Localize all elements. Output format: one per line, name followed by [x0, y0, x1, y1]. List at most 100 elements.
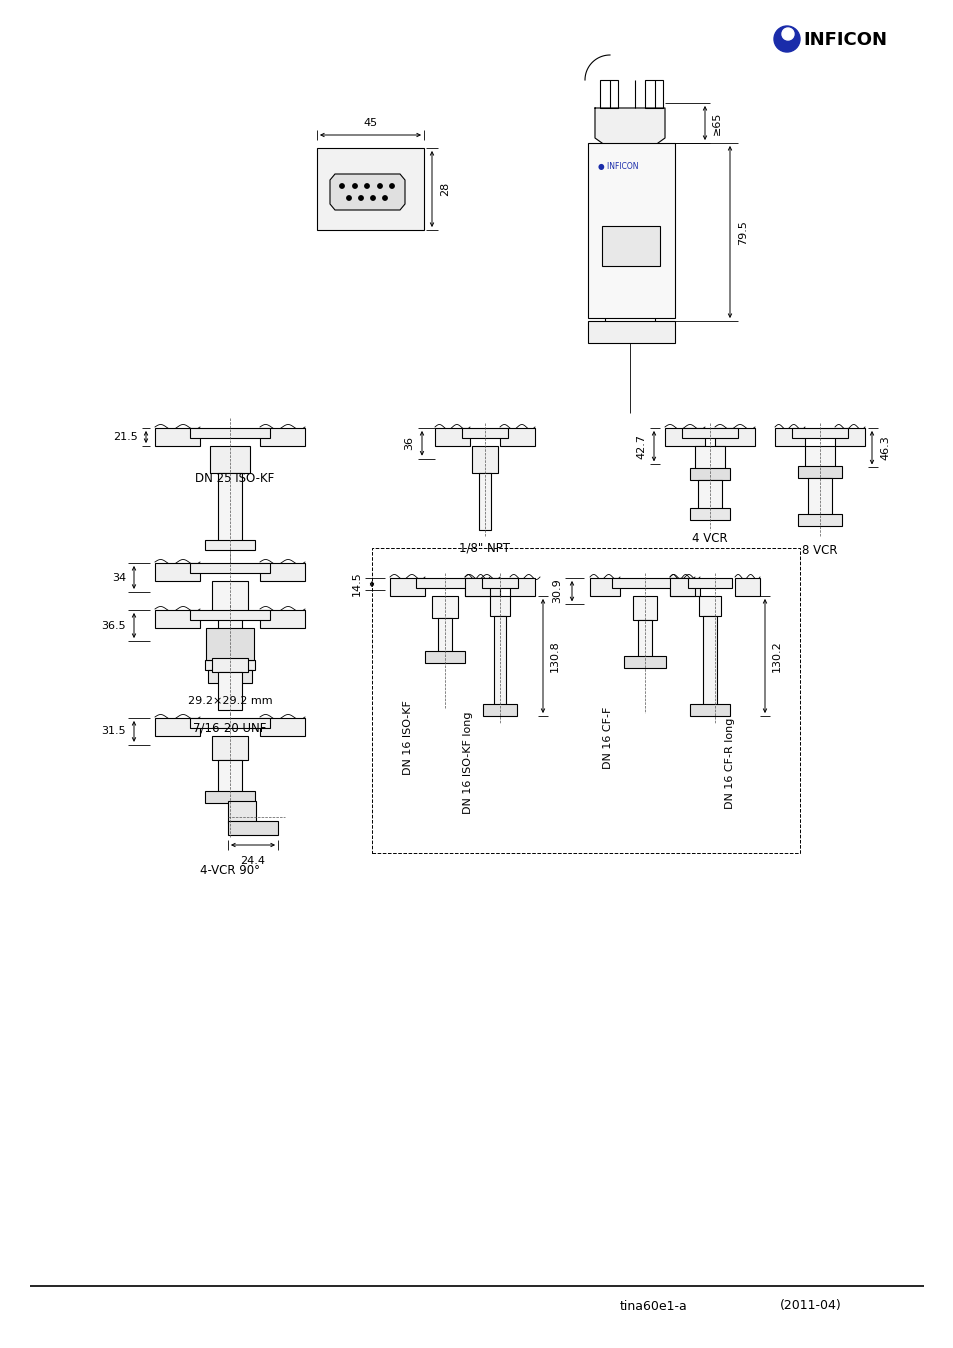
- Bar: [774, 429, 804, 446]
- Text: 130.8: 130.8: [550, 640, 559, 671]
- Bar: [461, 429, 507, 438]
- Bar: [669, 578, 695, 596]
- Text: 14.5: 14.5: [352, 572, 361, 596]
- Bar: [260, 718, 305, 736]
- Bar: [633, 596, 657, 620]
- Text: 36: 36: [403, 437, 414, 450]
- Bar: [612, 578, 687, 588]
- Bar: [260, 429, 305, 446]
- Circle shape: [371, 195, 375, 201]
- Bar: [437, 617, 452, 652]
- Bar: [154, 563, 200, 581]
- Bar: [424, 651, 464, 663]
- Bar: [702, 616, 717, 706]
- Bar: [432, 596, 457, 617]
- Polygon shape: [595, 108, 664, 163]
- Bar: [416, 578, 474, 588]
- Bar: [478, 473, 491, 530]
- Text: 46.3: 46.3: [879, 435, 889, 460]
- Text: (2011-04): (2011-04): [780, 1299, 841, 1313]
- Circle shape: [358, 195, 363, 201]
- Bar: [791, 429, 847, 438]
- Bar: [228, 821, 277, 834]
- Bar: [190, 429, 270, 438]
- Bar: [695, 446, 724, 470]
- Circle shape: [364, 183, 369, 189]
- Bar: [714, 429, 754, 446]
- Text: 1/8" NPT: 1/8" NPT: [459, 542, 510, 554]
- Text: INFICON: INFICON: [802, 31, 886, 49]
- Text: 34: 34: [112, 573, 126, 582]
- Text: 29.2×29.2 mm: 29.2×29.2 mm: [188, 696, 272, 706]
- Bar: [218, 473, 242, 543]
- Bar: [589, 578, 619, 596]
- Text: ● INFICON: ● INFICON: [598, 162, 638, 170]
- Bar: [601, 226, 659, 266]
- Text: DN 16 ISO-KF: DN 16 ISO-KF: [402, 701, 413, 775]
- Bar: [154, 429, 200, 446]
- Bar: [681, 429, 738, 438]
- Bar: [644, 80, 662, 108]
- Bar: [205, 791, 254, 803]
- Text: 42.7: 42.7: [636, 434, 645, 458]
- Bar: [472, 446, 497, 473]
- Bar: [797, 514, 841, 526]
- Bar: [260, 563, 305, 581]
- Bar: [464, 578, 499, 596]
- Circle shape: [781, 28, 793, 40]
- Bar: [316, 148, 423, 231]
- Text: DN 25 ISO-KF: DN 25 ISO-KF: [194, 472, 274, 484]
- Text: 30.9: 30.9: [552, 578, 561, 604]
- Bar: [734, 578, 760, 596]
- Bar: [205, 661, 254, 670]
- Bar: [435, 429, 470, 446]
- Bar: [698, 480, 721, 510]
- Bar: [494, 616, 505, 706]
- Text: 45: 45: [362, 119, 376, 128]
- Bar: [218, 673, 242, 710]
- Circle shape: [377, 183, 382, 189]
- Bar: [797, 466, 841, 479]
- Bar: [218, 617, 242, 663]
- Text: 4 VCR: 4 VCR: [692, 531, 727, 545]
- Text: DN 16 CF-R long: DN 16 CF-R long: [724, 717, 734, 809]
- Text: 79.5: 79.5: [738, 221, 747, 245]
- Bar: [260, 611, 305, 628]
- Bar: [154, 611, 200, 628]
- Bar: [510, 578, 535, 596]
- Circle shape: [347, 195, 351, 201]
- Text: 31.5: 31.5: [101, 727, 126, 736]
- Text: ≥65: ≥65: [711, 112, 721, 135]
- Text: 36.5: 36.5: [101, 620, 126, 631]
- Bar: [464, 578, 490, 596]
- Bar: [190, 611, 270, 620]
- Bar: [689, 468, 729, 480]
- Text: 4-VCR 90°: 4-VCR 90°: [200, 864, 260, 876]
- Circle shape: [773, 26, 800, 53]
- Bar: [499, 429, 535, 446]
- Bar: [804, 446, 834, 468]
- Bar: [587, 321, 675, 342]
- Text: 7/16-20 UNF: 7/16-20 UNF: [193, 721, 267, 735]
- Bar: [664, 429, 704, 446]
- Text: DN 16 ISO-KF long: DN 16 ISO-KF long: [462, 712, 473, 814]
- Bar: [481, 578, 517, 588]
- Bar: [807, 479, 831, 516]
- Bar: [490, 596, 510, 616]
- Text: 8 VCR: 8 VCR: [801, 543, 837, 557]
- Text: DN 16 CF-F: DN 16 CF-F: [602, 706, 613, 770]
- Bar: [638, 620, 651, 658]
- Bar: [218, 760, 242, 793]
- Text: 28: 28: [439, 182, 450, 195]
- Circle shape: [339, 183, 344, 189]
- Bar: [689, 704, 729, 716]
- Bar: [623, 656, 665, 669]
- Bar: [834, 429, 864, 446]
- Bar: [482, 704, 517, 716]
- Bar: [390, 578, 424, 596]
- Text: 130.2: 130.2: [771, 640, 781, 671]
- Bar: [210, 446, 250, 473]
- Bar: [689, 508, 729, 520]
- Bar: [212, 658, 248, 673]
- Bar: [599, 80, 618, 108]
